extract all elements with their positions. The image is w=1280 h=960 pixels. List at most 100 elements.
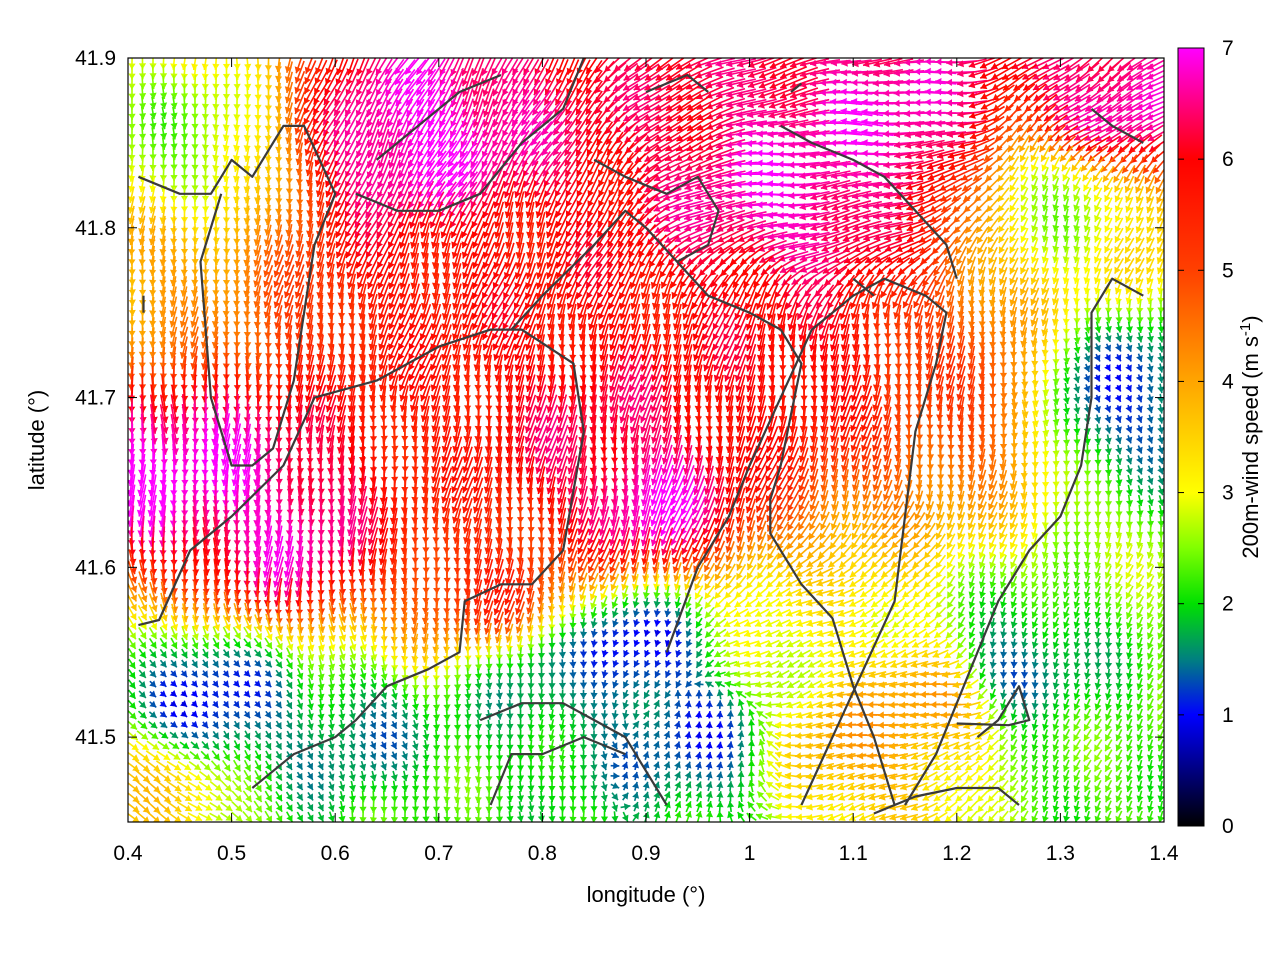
wind-vector: [769, 65, 797, 79]
wind-vector: [1093, 364, 1101, 372]
wind-vector: [655, 63, 680, 82]
wind-vector: [1146, 465, 1154, 475]
wind-vector: [1157, 485, 1164, 496]
wind-vector: [303, 80, 318, 105]
wind-vector: [303, 70, 318, 95]
wind-vector: [633, 63, 660, 81]
wind-vector: [588, 561, 600, 583]
wind-vector: [149, 86, 157, 100]
wind-vector: [1086, 72, 1110, 93]
wind-vector: [1104, 332, 1112, 343]
wind-vector: [149, 166, 157, 182]
wind-vector: [1125, 445, 1133, 455]
wind-vector: [1114, 354, 1122, 362]
wind-vector: [1146, 435, 1154, 444]
wind-vector: [1115, 434, 1122, 445]
wind-vector: [990, 58, 1013, 70]
wind-vector: [1052, 412, 1060, 426]
wind-vector: [1041, 208, 1049, 222]
wind-vector: [1062, 372, 1070, 384]
wind-vector: [1136, 342, 1144, 353]
wind-vector: [394, 58, 410, 75]
wind-vector: [1052, 228, 1060, 243]
wind-vector: [645, 58, 664, 72]
wind-vector: [1157, 393, 1164, 404]
wind-vector: [1136, 58, 1160, 71]
wind-vector: [1115, 454, 1123, 465]
wind-vector: [1125, 394, 1132, 403]
wind-vector: [427, 68, 446, 97]
wind-vector: [1146, 363, 1154, 373]
wind-vector: [1073, 413, 1081, 425]
wind-vector: [1052, 238, 1060, 253]
wind-vector: [991, 74, 1016, 91]
wind-vector: [405, 79, 426, 107]
wind-vector: [1022, 64, 1048, 81]
wind-vector: [1136, 475, 1143, 486]
wind-vector: [747, 66, 777, 79]
wind-vector: [1093, 384, 1101, 393]
wind-vector: [1094, 424, 1102, 435]
wind-vector: [779, 76, 808, 89]
wind-vector: [1157, 465, 1164, 475]
wind-vector: [1073, 393, 1081, 404]
wind-vector: [1062, 228, 1070, 243]
wind-vector: [1032, 74, 1059, 91]
wind-vector: [482, 68, 496, 97]
wind-vector: [1094, 433, 1102, 445]
wind-vector: [427, 58, 446, 87]
wind-vector: [1115, 514, 1123, 528]
wind-vector: [1136, 425, 1143, 434]
wind-vector: [1012, 64, 1037, 81]
wind-vector: [404, 58, 420, 75]
wind-vector: [294, 81, 306, 105]
wind-vector: [384, 58, 399, 76]
wind-vector: [1104, 321, 1112, 333]
wind-vector: [1115, 424, 1122, 434]
wind-vector: [1144, 164, 1157, 185]
wind-vector: [1063, 73, 1091, 92]
wind-vector: [1125, 425, 1133, 434]
wind-vector: [1104, 444, 1112, 455]
wind-vector: [797, 511, 811, 531]
wind-vector: [334, 79, 350, 106]
wind-vector: [1041, 228, 1049, 243]
wind-vector: [1115, 310, 1123, 324]
wind-vector: [1114, 404, 1122, 413]
wind-vector: [968, 77, 997, 89]
wind-vector: [1073, 228, 1081, 243]
wind-vector: [957, 58, 987, 68]
wind-vector: [1136, 435, 1143, 444]
wind-vector: [1157, 414, 1164, 424]
wind-vector: [1041, 218, 1049, 232]
wind-vector: [1157, 424, 1164, 434]
wind-vector: [1073, 330, 1081, 344]
wind-vector: [128, 156, 136, 172]
wind-vector: [675, 74, 702, 91]
wind-vector: [665, 73, 691, 91]
wind-vector: [1125, 321, 1133, 333]
wind-vector: [1136, 465, 1143, 475]
wind-vector: [492, 68, 507, 97]
wind-vector: [1146, 524, 1155, 538]
wind-vector: [1125, 364, 1132, 372]
wind-vector: [1052, 544, 1060, 559]
wind-vector: [1073, 555, 1081, 569]
wind-vector: [1146, 353, 1154, 363]
wind-vector: [1157, 342, 1164, 353]
wind-vector: [1062, 393, 1070, 405]
wind-vector: [594, 58, 610, 74]
wind-vector: [461, 58, 474, 87]
wind-vector: [968, 67, 997, 79]
wind-vector: [1052, 361, 1060, 375]
wind-vector: [1136, 353, 1143, 363]
wind-vector: [665, 63, 691, 81]
wind-vector: [604, 111, 626, 135]
wind-vector: [1135, 384, 1143, 393]
wind-vector: [1094, 404, 1101, 414]
wind-vector: [1136, 64, 1164, 81]
wind-vector: [1136, 332, 1144, 343]
wind-vector: [294, 70, 306, 94]
wind-vector: [1001, 64, 1027, 81]
wind-vector: [294, 58, 303, 74]
